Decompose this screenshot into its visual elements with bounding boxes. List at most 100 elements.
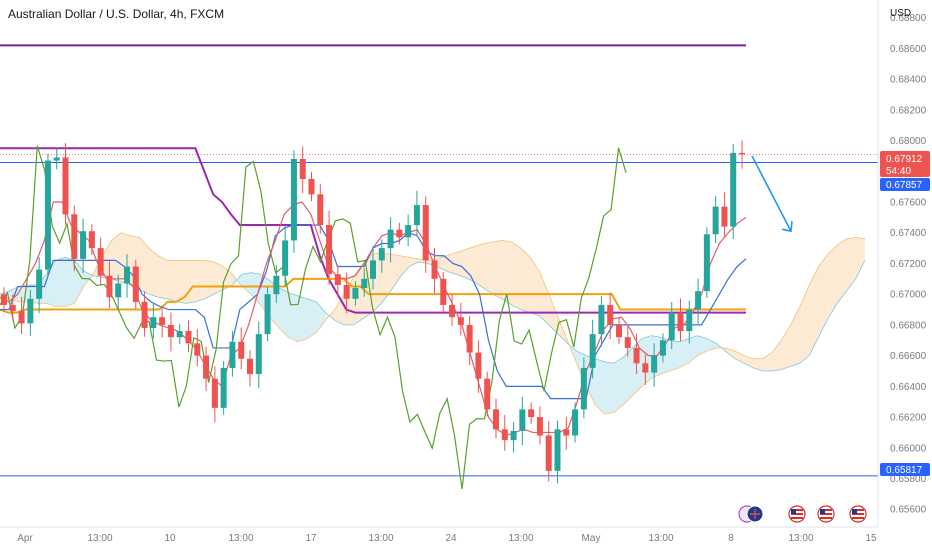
cloud-segment [790,306,800,367]
candle-body [132,266,139,302]
cloud-segment [511,241,521,310]
cloud-segment [846,237,856,292]
time-tick-label: 13:00 [368,533,393,544]
cloud-segment [771,340,782,371]
cloud-segment [390,254,400,292]
candle-body [624,337,631,348]
candle-body [598,304,605,335]
cloud-segment [455,249,466,278]
candle-body [273,275,280,295]
candle-body [651,355,658,373]
candle-body [299,159,306,179]
candle-body [97,248,104,276]
price-tick-label: 0.66400 [890,382,927,393]
candle-body [536,417,543,436]
price-tick-label: 0.66200 [890,413,927,424]
candle-body [554,429,561,471]
cloud-segment [539,271,549,325]
economic-event-icons[interactable] [738,505,867,523]
candle-body [730,152,737,227]
candle-body [27,298,34,324]
upper-level-badge: 0.67857 [880,178,930,191]
cloud-segment [167,260,177,302]
lower-level-badge: 0.65817 [880,463,930,476]
candle-body [703,234,710,292]
cloud-segment [595,358,605,415]
cloud-segment [818,254,828,338]
event-icon-us-1[interactable] [788,505,806,523]
candle-body [159,317,166,325]
cloud-segment [241,272,252,295]
candle-body [229,341,236,368]
candle-body [387,229,394,249]
cloud-segment [74,260,84,304]
cloud-segment [744,355,754,368]
candle-body [36,269,43,299]
time-tick-label: May [582,533,601,544]
cloud-segment [474,243,484,289]
candle-body [194,343,201,356]
cloud-segment [632,338,642,396]
candle-body [484,378,491,410]
candle-body [150,317,157,328]
candle-body [106,275,113,298]
candle-body [326,225,333,275]
candle-body [211,378,218,408]
candle-body [290,159,297,241]
price-tick-label: 0.68000 [890,136,927,147]
event-icon-us-3[interactable] [849,505,867,523]
cloud-segment [325,309,335,321]
candle-body [510,430,517,441]
time-tick-label: 13:00 [788,533,813,544]
candle-body [185,331,192,344]
price-badges: 0.67912 54:40 0.67857 0.65817 [880,151,930,476]
price-tick-label: 0.66600 [890,351,927,362]
candle-body [247,358,253,375]
candle-body [466,324,473,353]
cloud-segment [762,352,772,371]
cloud-segment [483,241,493,295]
price-tick-label: 0.67600 [890,198,927,209]
candle-body [378,248,385,261]
purple-indicator-line [0,147,746,314]
candle-body [396,229,403,238]
cloud-segment [799,284,810,364]
candles [0,140,878,484]
time-tick-label: Apr [17,533,33,544]
time-axis: Apr 13:00 10 13:00 17 13:00 24 13:00 May 13:00 8 13… [0,526,878,544]
cloud-segment [279,288,289,338]
event-icon-us-2[interactable] [817,505,835,523]
time-tick-label: 17 [305,533,317,544]
candle-body [721,206,728,227]
candle-body [431,260,438,279]
event-icon-au[interactable] [738,505,764,523]
price-axis: 0.68800 0.68600 0.68400 0.68200 0.68000 0.676… [877,0,927,527]
cloud-segment [297,295,307,342]
candle-body [563,429,570,436]
cloud-segment [65,257,75,307]
candle-body [668,312,675,341]
orange-indicator-line [0,277,746,314]
candle-body [18,311,25,324]
candle-body [413,205,420,226]
candle-body [352,288,359,299]
candle-body [317,194,324,226]
time-tick-label: 24 [445,533,457,544]
cloud-segment [195,260,205,302]
cloud-segment [306,298,317,339]
cloud-segment [809,266,819,356]
price-tick-label: 0.68800 [890,13,927,24]
cloud-segment [706,338,717,352]
candle-body [343,284,350,299]
cloud-segment [465,246,475,282]
cloud-segment [688,335,698,364]
candle-body [642,363,649,373]
cloud-segment [669,340,679,371]
cloud-segment [409,257,419,267]
candle-body [176,331,183,338]
candle-body [633,347,640,364]
cloud-segment [186,260,196,304]
cloud-segment [855,237,865,279]
candle-body [493,409,499,430]
